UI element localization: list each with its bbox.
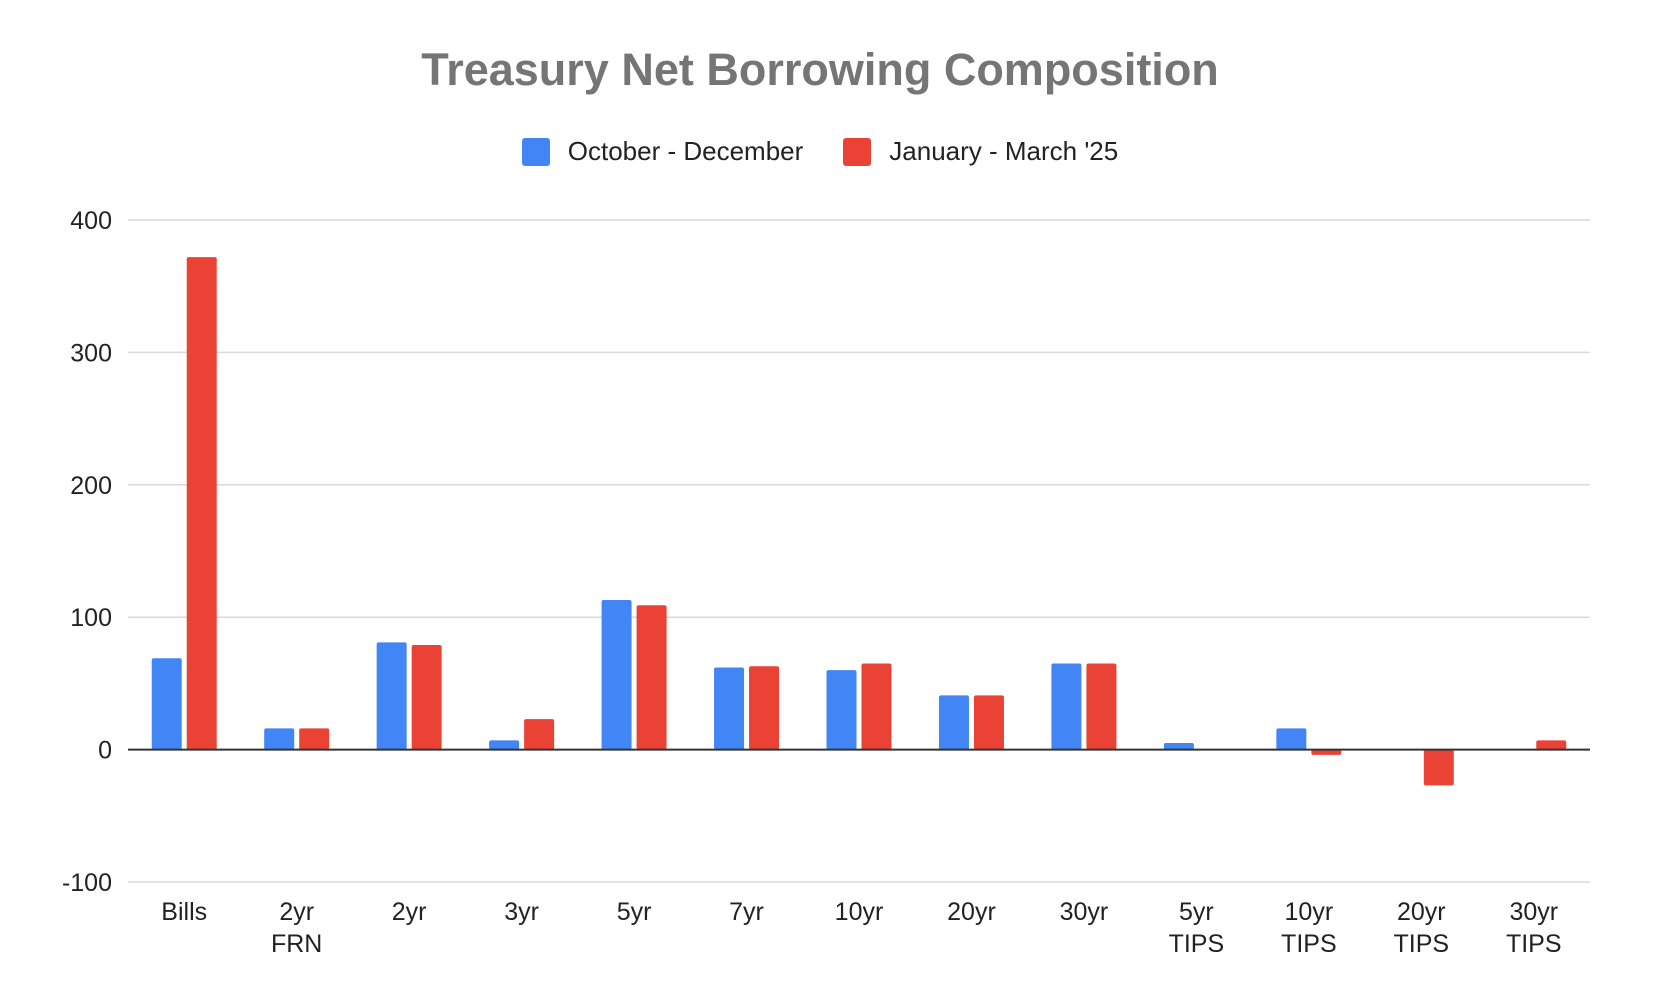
legend-label-oct-dec: October - December xyxy=(567,136,804,166)
legend-label-jan-mar: January - March '25 xyxy=(889,136,1119,166)
bar-jan-mar xyxy=(973,695,1004,750)
legend-item-oct-dec: October - December xyxy=(521,136,804,167)
x-tick-label: 5yr xyxy=(617,898,652,926)
bar-oct-dec xyxy=(714,667,745,750)
bar-oct-dec xyxy=(376,642,407,750)
bar-jan-mar xyxy=(749,666,780,750)
x-tick-label: 20yr xyxy=(1397,898,1446,926)
legend-item-jan-mar: January - March '25 xyxy=(843,136,1118,167)
bar-jan-mar xyxy=(861,663,892,750)
bar-oct-dec xyxy=(264,728,295,750)
bar-jan-mar xyxy=(636,605,667,750)
chart-title: Treasury Net Borrowing Composition xyxy=(421,44,1219,95)
bar-oct-dec xyxy=(489,740,520,750)
y-tick-label: 0 xyxy=(98,737,112,765)
bar-jan-mar xyxy=(524,719,555,750)
bar-jan-mar xyxy=(1086,663,1117,750)
y-tick-label: 300 xyxy=(70,339,112,367)
chart-legend: October - December January - March '25 xyxy=(0,136,1640,167)
x-tick-label: 10yr xyxy=(1285,898,1334,926)
y-tick-label: -100 xyxy=(62,869,112,897)
x-tick-label: Bills xyxy=(161,898,207,926)
x-tick-label: 10yr xyxy=(835,898,884,926)
x-tick-label: FRN xyxy=(271,930,322,958)
bar-oct-dec xyxy=(601,599,632,750)
x-tick-label: TIPS xyxy=(1506,930,1562,958)
y-tick-label: 400 xyxy=(70,207,112,235)
x-tick-label: 2yr xyxy=(392,898,427,926)
y-tick-label: 100 xyxy=(70,604,112,632)
bar-jan-mar xyxy=(1536,740,1567,750)
x-tick-label: TIPS xyxy=(1169,930,1225,958)
bar-oct-dec xyxy=(826,670,857,750)
legend-swatch-jan-mar xyxy=(843,137,872,166)
bar-oct-dec xyxy=(1051,663,1082,750)
bar-oct-dec xyxy=(938,695,969,750)
y-tick-label: 200 xyxy=(70,472,112,500)
legend-swatch-oct-dec xyxy=(521,137,550,166)
x-tick-label: 20yr xyxy=(947,898,996,926)
bar-oct-dec xyxy=(151,658,182,750)
bar-jan-mar xyxy=(1311,749,1342,755)
x-tick-label: 7yr xyxy=(729,898,764,926)
x-tick-label: 3yr xyxy=(504,898,539,926)
x-tick-label: TIPS xyxy=(1281,930,1337,958)
bar-jan-mar xyxy=(1423,749,1454,786)
bar-oct-dec xyxy=(1276,728,1307,750)
x-tick-label: 30yr xyxy=(1060,898,1109,926)
bar-jan-mar xyxy=(411,645,442,750)
bar-jan-mar xyxy=(186,257,217,750)
bar-jan-mar xyxy=(299,728,330,750)
x-tick-label: TIPS xyxy=(1394,930,1450,958)
bar-oct-dec xyxy=(1163,742,1194,750)
x-tick-label: 2yr xyxy=(279,898,314,926)
x-tick-label: 5yr xyxy=(1179,898,1214,926)
x-tick-label: 30yr xyxy=(1509,898,1558,926)
